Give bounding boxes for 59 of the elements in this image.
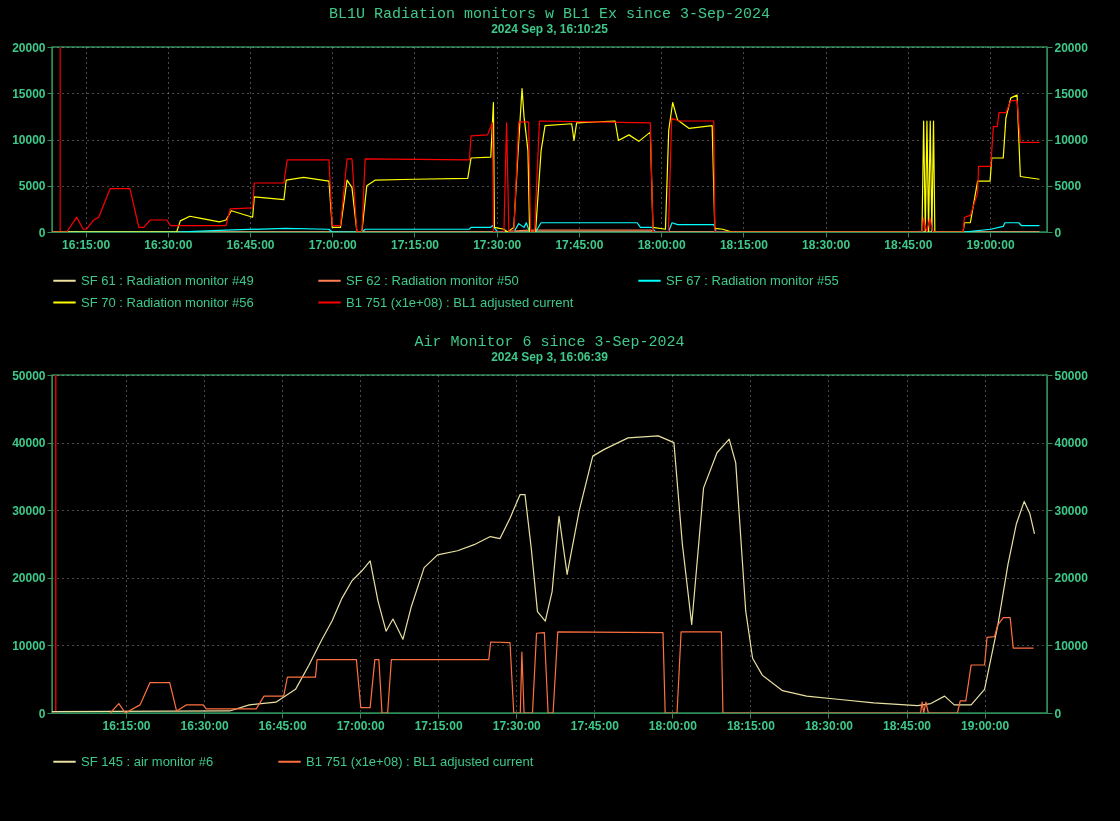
x-tick-label: 16:45:00 bbox=[226, 237, 275, 252]
x-tick-label: 16:15:00 bbox=[62, 237, 111, 252]
x-tick-label: 17:15:00 bbox=[390, 237, 440, 252]
chart-title: BL1U Radiation monitors w BL1 Ex since 3-Sep-2024 bbox=[328, 6, 771, 23]
legend-label: SF 61 : Radiation monitor #49 bbox=[81, 272, 254, 288]
y-tick-label: 50000 bbox=[12, 368, 46, 383]
x-tick-label: 18:45:00 bbox=[882, 718, 932, 733]
x-tick-label: 17:45:00 bbox=[570, 718, 620, 733]
legend-label: B1 751 (x1e+08) : BL1 adjusted current bbox=[306, 753, 534, 769]
y-tick-label: 30000 bbox=[12, 503, 46, 518]
line-series bbox=[109, 617, 1035, 713]
x-tick-label: 18:00:00 bbox=[637, 237, 687, 252]
chart-subtitle: 2024 Sep 3, 16:10:25 bbox=[491, 22, 609, 36]
x-tick-label: 16:45:00 bbox=[258, 718, 307, 733]
x-tick-label: 17:00:00 bbox=[308, 237, 358, 252]
x-tick-label: 18:15:00 bbox=[719, 237, 769, 252]
x-tick-label: 17:00:00 bbox=[336, 718, 385, 733]
legend-label: B1 751 (x1e+08) : BL1 adjusted current bbox=[346, 294, 574, 310]
x-tick-label: 19:00:00 bbox=[961, 718, 1010, 733]
x-tick-label: 19:00:00 bbox=[966, 237, 1015, 252]
y2-tick-label: 15000 bbox=[1054, 86, 1089, 101]
y2-tick-label: 10000 bbox=[1054, 133, 1089, 147]
x-tick-label: 16:15:00 bbox=[102, 718, 151, 733]
y2-tick-label: 10000 bbox=[1054, 638, 1089, 653]
y2-tick-label: 30000 bbox=[1054, 503, 1089, 518]
x-tick-label: 18:45:00 bbox=[884, 237, 933, 252]
x-tick-label: 17:45:00 bbox=[555, 237, 604, 252]
legend-label: SF 70 : Radiation monitor #56 bbox=[81, 294, 254, 310]
y2-tick-label: 50000 bbox=[1054, 368, 1089, 383]
y-tick-label: 10000 bbox=[12, 133, 46, 147]
legend-label: SF 145 : air monitor #6 bbox=[81, 753, 214, 769]
y2-tick-label: 20000 bbox=[1054, 571, 1089, 586]
chart-title: Air Monitor 6 since 3-Sep-2024 bbox=[414, 334, 685, 351]
x-tick-label: 18:15:00 bbox=[726, 718, 776, 733]
y2-tick-label: 0 bbox=[1054, 225, 1062, 240]
x-tick-label: 16:30:00 bbox=[180, 718, 229, 733]
y-tick-label: 0 bbox=[38, 706, 46, 721]
legend-label: SF 62 : Radiation monitor #50 bbox=[346, 272, 519, 288]
y-tick-label: 0 bbox=[38, 225, 46, 240]
y2-tick-label: 0 bbox=[1054, 706, 1062, 721]
x-tick-label: 18:00:00 bbox=[648, 718, 698, 733]
y-tick-label: 20000 bbox=[12, 40, 46, 55]
y-tick-label: 10000 bbox=[12, 638, 46, 653]
y-tick-label: 20000 bbox=[12, 571, 46, 586]
x-tick-label: 17:30:00 bbox=[473, 237, 522, 252]
legend-label: SF 67 : Radiation monitor #55 bbox=[666, 272, 839, 288]
y-tick-label: 5000 bbox=[18, 179, 46, 194]
x-tick-label: 18:30:00 bbox=[802, 237, 851, 252]
x-tick-label: 16:30:00 bbox=[144, 237, 193, 252]
y-tick-label: 15000 bbox=[12, 86, 46, 101]
x-tick-label: 17:30:00 bbox=[492, 718, 542, 733]
chart-subtitle: 2024 Sep 3, 16:06:39 bbox=[491, 350, 609, 364]
y2-tick-label: 40000 bbox=[1054, 436, 1089, 451]
y2-tick-label: 20000 bbox=[1054, 40, 1089, 55]
line-series bbox=[52, 435, 1036, 713]
x-tick-label: 18:30:00 bbox=[804, 718, 854, 733]
y-tick-label: 40000 bbox=[12, 436, 46, 451]
y2-tick-label: 5000 bbox=[1054, 179, 1082, 194]
x-tick-label: 17:15:00 bbox=[414, 718, 464, 733]
